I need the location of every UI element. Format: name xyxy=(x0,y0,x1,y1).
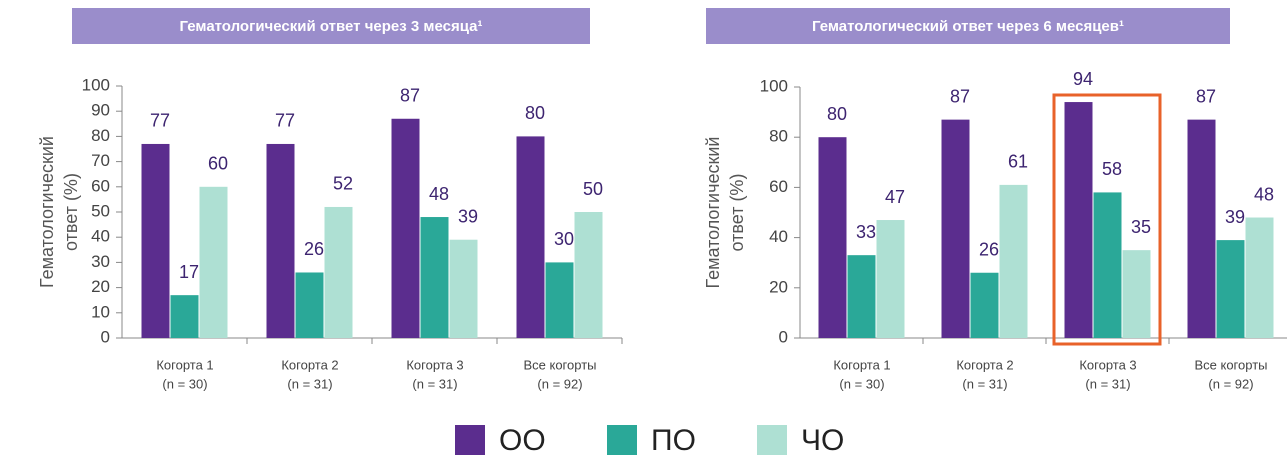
value-label: 77 xyxy=(150,111,170,131)
value-label: 52 xyxy=(333,174,353,194)
legend-label: ОО xyxy=(499,424,546,457)
value-label: 39 xyxy=(458,206,478,226)
y-axis-label: ответ (%) xyxy=(727,174,747,252)
bar xyxy=(818,137,847,338)
chart-title: Гематологический ответ через 6 месяцев¹ xyxy=(812,18,1124,35)
x-tick-label: Все когорты xyxy=(1194,357,1267,372)
bar xyxy=(1245,217,1274,338)
y-tick-label: 70 xyxy=(91,151,110,170)
value-label: 17 xyxy=(179,262,199,282)
legend-swatch xyxy=(607,425,637,455)
bar xyxy=(970,272,999,338)
title-bar xyxy=(72,8,590,44)
bar xyxy=(170,295,199,338)
x-tick-label: (n = 30) xyxy=(162,376,207,391)
x-tick-label: (n = 31) xyxy=(412,376,457,391)
y-axis-label: Гематологический xyxy=(703,137,723,289)
bar xyxy=(266,143,295,338)
bar xyxy=(391,118,420,338)
value-label: 26 xyxy=(304,239,324,259)
value-label: 30 xyxy=(554,229,574,249)
x-tick-label: Когорта 2 xyxy=(281,357,338,372)
value-label: 61 xyxy=(1008,152,1028,172)
x-tick-label: Когорта 2 xyxy=(956,357,1013,372)
value-label: 48 xyxy=(429,184,449,204)
legend-swatch xyxy=(455,425,485,455)
y-tick-label: 60 xyxy=(91,176,110,195)
bar xyxy=(420,217,449,338)
y-tick-label: 80 xyxy=(769,127,788,146)
y-tick-label: 30 xyxy=(91,252,110,271)
value-label: 87 xyxy=(950,86,970,106)
y-tick-label: 20 xyxy=(91,277,110,296)
x-tick-label: (n = 31) xyxy=(1085,376,1130,391)
chart-title: Гематологический ответ через 3 месяца¹ xyxy=(180,18,483,35)
legend-label: ПО xyxy=(651,424,696,457)
x-tick-label: Когорта 3 xyxy=(406,357,463,372)
bar xyxy=(847,255,876,338)
y-tick-label: 40 xyxy=(91,227,110,246)
value-label: 47 xyxy=(885,187,905,207)
y-tick-label: 10 xyxy=(91,302,110,321)
y-tick-label: 40 xyxy=(769,227,788,246)
x-tick-label: Когорта 3 xyxy=(1079,357,1136,372)
bar xyxy=(574,212,603,338)
bar xyxy=(1216,240,1245,338)
bar xyxy=(516,136,545,338)
x-tick-label: Когорта 1 xyxy=(833,357,890,372)
value-label: 80 xyxy=(827,104,847,124)
y-axis-label: Гематологический xyxy=(37,136,57,288)
value-label: 60 xyxy=(208,154,228,174)
bar xyxy=(449,239,478,338)
bar xyxy=(1187,119,1216,338)
x-tick-label: (n = 31) xyxy=(287,376,332,391)
y-tick-label: 0 xyxy=(101,327,110,346)
y-tick-label: 50 xyxy=(91,201,110,220)
y-tick-label: 20 xyxy=(769,277,788,296)
value-label: 58 xyxy=(1102,159,1122,179)
value-label: 50 xyxy=(583,179,603,199)
value-label: 80 xyxy=(525,103,545,123)
bar xyxy=(941,119,970,338)
y-tick-label: 90 xyxy=(91,101,110,120)
y-axis-label: ответ (%) xyxy=(61,173,81,251)
bar xyxy=(1122,250,1151,338)
bar xyxy=(199,186,228,338)
legend-swatch xyxy=(757,425,787,455)
value-label: 94 xyxy=(1073,69,1093,89)
value-label: 87 xyxy=(1196,86,1216,106)
bar xyxy=(1064,102,1093,338)
highlight-box xyxy=(1052,93,1162,346)
y-tick-label: 80 xyxy=(91,126,110,145)
bar xyxy=(999,184,1028,338)
x-tick-label: (n = 30) xyxy=(839,376,884,391)
value-label: 77 xyxy=(275,111,295,131)
value-label: 87 xyxy=(400,86,420,106)
x-tick-label: Когорта 1 xyxy=(156,357,213,372)
value-label: 26 xyxy=(979,239,999,259)
value-label: 33 xyxy=(856,222,876,242)
x-tick-label: (n = 92) xyxy=(1208,376,1253,391)
bar xyxy=(545,262,574,338)
bar xyxy=(324,206,353,338)
bar xyxy=(295,272,324,338)
bar xyxy=(1093,192,1122,338)
value-label: 48 xyxy=(1254,184,1274,204)
value-label: 39 xyxy=(1225,207,1245,227)
bar xyxy=(141,143,170,338)
y-tick-label: 100 xyxy=(82,75,110,94)
y-tick-label: 0 xyxy=(779,327,788,346)
title-bar xyxy=(706,8,1230,44)
value-label: 35 xyxy=(1131,217,1151,237)
x-tick-label: (n = 31) xyxy=(962,376,1007,391)
bar xyxy=(876,220,905,338)
y-tick-label: 60 xyxy=(769,177,788,196)
x-tick-label: (n = 92) xyxy=(537,376,582,391)
x-tick-label: Все когорты xyxy=(523,357,596,372)
y-tick-label: 100 xyxy=(760,76,788,95)
legend-label: ЧО xyxy=(801,424,844,457)
